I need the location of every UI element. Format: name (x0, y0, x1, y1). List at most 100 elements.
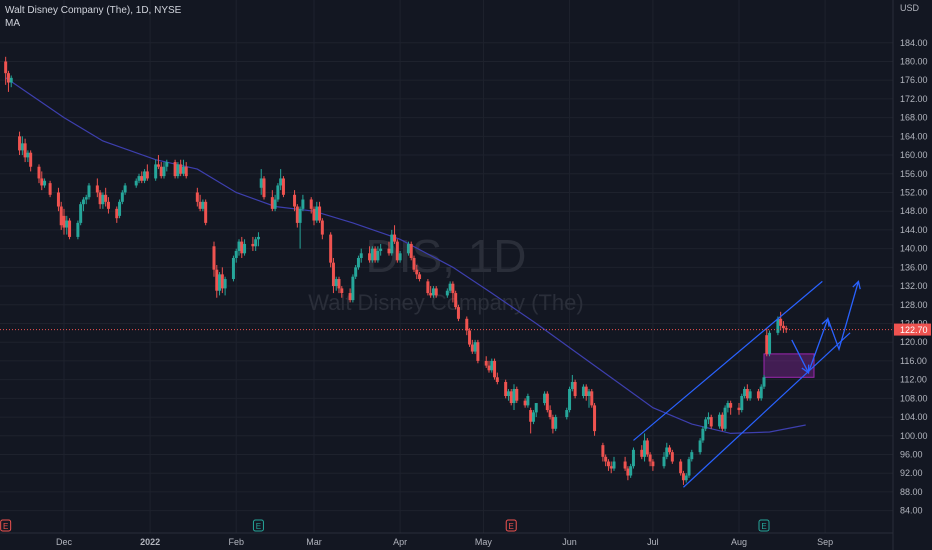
candle-body (737, 407, 741, 411)
candle-body (43, 180, 47, 186)
candle-body (456, 307, 460, 319)
candle-body (6, 73, 10, 83)
ma-indicator-label[interactable]: MA (5, 18, 20, 29)
candle-body (465, 318, 469, 331)
candle-body (48, 183, 52, 195)
candle-body (551, 417, 555, 429)
candle-body (418, 274, 422, 280)
price-axis-background (893, 0, 932, 550)
price-axis-tick-label: 100.00 (900, 431, 928, 441)
candle-body (568, 388, 572, 411)
candle-body (279, 178, 283, 186)
candle-body (412, 257, 416, 270)
candle-body (393, 234, 397, 242)
candle-body (159, 166, 163, 177)
candle-body (243, 243, 247, 254)
candle-body (651, 461, 655, 467)
candle-body (648, 454, 652, 462)
price-axis-tick-label: 112.00 (900, 375, 927, 385)
earnings-marker[interactable] (0, 519, 12, 532)
price-axis-tick-label: 120.00 (900, 337, 928, 347)
price-axis-tick-label: 108.00 (900, 393, 928, 403)
earnings-marker[interactable] (505, 519, 517, 532)
candle-body (156, 164, 160, 167)
candle-body (398, 253, 402, 261)
candle-body (670, 452, 674, 462)
candle-body (662, 456, 666, 467)
candle-body (451, 283, 455, 294)
watermark-symbol: DIS, 1D (365, 230, 526, 282)
candle-body (118, 201, 122, 216)
candle-body (779, 318, 783, 326)
candle-body (706, 417, 710, 420)
candle-body (106, 201, 110, 209)
time-axis-tick-label: Jul (647, 537, 659, 547)
price-axis-tick-label: 88.00 (900, 487, 923, 497)
candle-body (154, 164, 158, 179)
candle-body (645, 440, 649, 455)
candle-body (776, 318, 780, 333)
candle-body (698, 440, 702, 453)
earnings-marker-label: E (509, 522, 514, 531)
candle-body (668, 447, 672, 453)
candle-body (784, 328, 788, 330)
candle-body (745, 388, 749, 399)
candle-body (370, 248, 374, 261)
candle-body (709, 417, 713, 427)
candle-body (101, 194, 105, 205)
candle-body (409, 243, 413, 258)
candle-body (59, 206, 63, 226)
moving-average-line (5, 77, 806, 435)
candle-body (445, 290, 449, 296)
candle-body (87, 185, 91, 198)
candle-body (643, 440, 647, 457)
candle-body (476, 342, 480, 361)
candle-body (609, 466, 613, 469)
candle-body (165, 162, 169, 167)
channel-upper-trendline[interactable] (633, 280, 823, 441)
candle-body (387, 248, 391, 254)
candle-body (431, 288, 435, 296)
candle-body (40, 178, 44, 186)
candle-body (356, 257, 360, 268)
candle-body (631, 449, 635, 467)
candle-body (231, 257, 235, 280)
candle-body (612, 461, 616, 469)
price-axis-tick-label: 160.00 (900, 150, 928, 160)
candle-body (548, 410, 552, 418)
candle-body (340, 288, 344, 294)
earnings-marker-label: E (256, 522, 261, 531)
earnings-marker[interactable] (252, 519, 264, 532)
candle-body (718, 414, 722, 427)
candle-body (512, 388, 516, 404)
earnings-marker[interactable] (758, 519, 770, 532)
candle-body (565, 410, 569, 418)
candle-body (720, 414, 724, 429)
candle-body (434, 288, 438, 296)
channel-lower-trendline[interactable] (683, 332, 851, 488)
candle-body (665, 447, 669, 457)
candle-body (37, 166, 41, 179)
price-axis-tick-label: 96.00 (900, 449, 923, 459)
candle-body (554, 417, 558, 429)
candle-body (601, 445, 605, 457)
candle-body (220, 274, 224, 289)
candle-body (234, 250, 238, 258)
candle-body (237, 241, 241, 251)
candle-body (504, 381, 508, 397)
price-axis-tick-label: 148.00 (900, 206, 928, 216)
projection-arrowhead (801, 364, 810, 374)
price-axis-tick-label: 124.00 (900, 318, 928, 328)
candle-body (623, 461, 627, 469)
candle-body (626, 468, 630, 476)
candle-body (120, 192, 124, 202)
candle-body (587, 391, 591, 397)
candle-body (334, 279, 338, 287)
candle-body (729, 403, 733, 408)
time-axis-tick-label: Jun (562, 537, 577, 547)
price-axis-tick-label: 176.00 (900, 75, 928, 85)
candle-body (223, 279, 227, 289)
candle-body (687, 459, 691, 476)
